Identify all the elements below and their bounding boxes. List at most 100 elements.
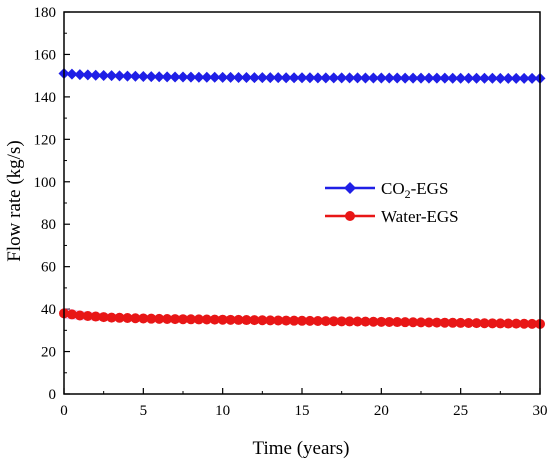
co2-egs-marker	[296, 72, 308, 84]
x-tick-label: 30	[533, 403, 548, 419]
co2-egs-marker	[471, 72, 483, 84]
legend-marker-co2-egs	[344, 182, 356, 194]
co2-egs-marker	[367, 72, 379, 84]
water-egs-marker	[479, 318, 490, 329]
co2-egs-marker	[153, 71, 165, 83]
y-tick-label: 80	[41, 217, 56, 233]
co2-egs-marker	[98, 69, 110, 81]
y-axis-label: Flow rate (kg/s)	[4, 140, 25, 261]
water-egs-marker	[154, 313, 165, 324]
water-egs-marker	[336, 316, 347, 327]
y-tick-label: 100	[34, 175, 57, 191]
co2-egs-marker	[336, 72, 348, 84]
co2-egs-marker	[264, 72, 276, 84]
co2-egs-marker	[114, 70, 126, 82]
water-egs-marker	[495, 318, 506, 329]
water-egs-marker	[376, 316, 387, 327]
water-egs-marker	[408, 317, 419, 328]
water-egs-marker	[400, 317, 411, 328]
co2-egs-marker	[280, 72, 292, 84]
water-egs-marker	[265, 315, 276, 326]
co2-egs-marker	[431, 72, 443, 84]
water-egs-marker	[312, 315, 323, 326]
co2-egs-marker	[526, 72, 538, 84]
y-tick-label: 20	[41, 345, 56, 361]
co2-egs-marker	[455, 72, 467, 84]
water-egs-marker	[82, 311, 93, 322]
water-egs-marker	[360, 316, 371, 327]
x-tick-label: 0	[60, 403, 68, 419]
legend: CO2-EGS Water-EGS	[325, 179, 459, 226]
water-egs-marker	[162, 313, 173, 324]
co2-egs-marker	[463, 72, 475, 84]
water-egs-marker	[217, 314, 228, 325]
co2-egs-marker	[193, 71, 205, 83]
co2-egs-marker	[121, 70, 133, 82]
co2-egs-marker	[137, 71, 149, 83]
legend-label-co2-sub: 2	[405, 187, 411, 201]
legend-label-co2-main: CO	[381, 179, 405, 198]
co2-egs-marker	[399, 72, 411, 84]
water-egs-marker	[416, 317, 426, 328]
co2-egs-marker	[74, 69, 86, 81]
water-egs-marker	[281, 315, 292, 326]
water-egs-marker	[90, 311, 101, 322]
water-egs-marker	[201, 314, 212, 325]
y-tick-label: 40	[41, 302, 56, 318]
co2-egs-marker	[344, 72, 356, 84]
co2-egs-marker	[423, 72, 435, 84]
y-tick-label: 140	[34, 90, 57, 106]
water-egs-marker	[297, 315, 307, 326]
co2-egs-marker	[129, 70, 141, 82]
y-tick-label: 180	[34, 5, 57, 21]
tick-labels: 0 5 10 15 20 25 30 0 20 40 60 80 100 120 140 160 180	[34, 5, 548, 419]
water-egs-marker	[170, 314, 181, 325]
co2-egs-marker	[486, 72, 498, 84]
water-egs-marker	[209, 314, 220, 325]
co2-egs-marker	[288, 72, 300, 84]
co2-egs-marker	[145, 71, 157, 83]
water-egs-marker	[249, 315, 260, 326]
co2-egs-marker	[407, 72, 419, 84]
co2-egs-marker	[161, 71, 173, 83]
water-egs-marker	[233, 314, 244, 325]
water-egs-marker	[98, 312, 109, 323]
co2-egs-marker	[518, 72, 530, 84]
water-egs-marker	[273, 315, 284, 326]
water-egs-marker	[138, 313, 149, 324]
water-egs-marker	[130, 313, 141, 324]
water-egs-marker	[328, 316, 339, 327]
series-layer	[58, 68, 546, 329]
water-egs-marker	[193, 314, 204, 325]
water-egs-marker	[106, 312, 117, 323]
water-egs-marker	[320, 316, 331, 327]
co2-egs-marker	[248, 72, 260, 84]
water-egs-marker	[447, 317, 458, 328]
legend-label-co2-rest: -EGS	[411, 179, 449, 198]
legend-item-co2-egs: CO2-EGS	[325, 179, 448, 201]
water-egs-marker	[304, 315, 315, 326]
water-egs-marker	[352, 316, 363, 327]
x-axis-label: Time (years)	[253, 438, 350, 459]
co2-egs-marker	[209, 71, 221, 83]
water-egs-marker	[455, 317, 466, 328]
water-egs-marker	[344, 316, 355, 327]
y-tick-label: 0	[49, 387, 57, 403]
co2-egs-marker	[272, 72, 284, 84]
y-tick-label: 60	[41, 260, 56, 276]
x-tick-label: 25	[453, 403, 468, 419]
water-egs-marker	[368, 316, 379, 327]
water-egs-marker	[66, 309, 77, 320]
plot-frame	[63, 11, 541, 395]
co2-egs-marker	[66, 68, 78, 80]
water-egs-marker	[74, 310, 85, 321]
water-egs-marker	[503, 318, 514, 329]
x-tick-label: 5	[140, 403, 148, 419]
co2-egs-marker	[256, 72, 268, 84]
water-egs-marker	[487, 318, 498, 329]
water-egs-marker	[471, 318, 482, 329]
water-egs-marker	[392, 317, 403, 328]
water-egs-marker	[431, 317, 442, 328]
water-egs-marker	[527, 318, 538, 329]
water-egs-marker	[423, 317, 434, 328]
